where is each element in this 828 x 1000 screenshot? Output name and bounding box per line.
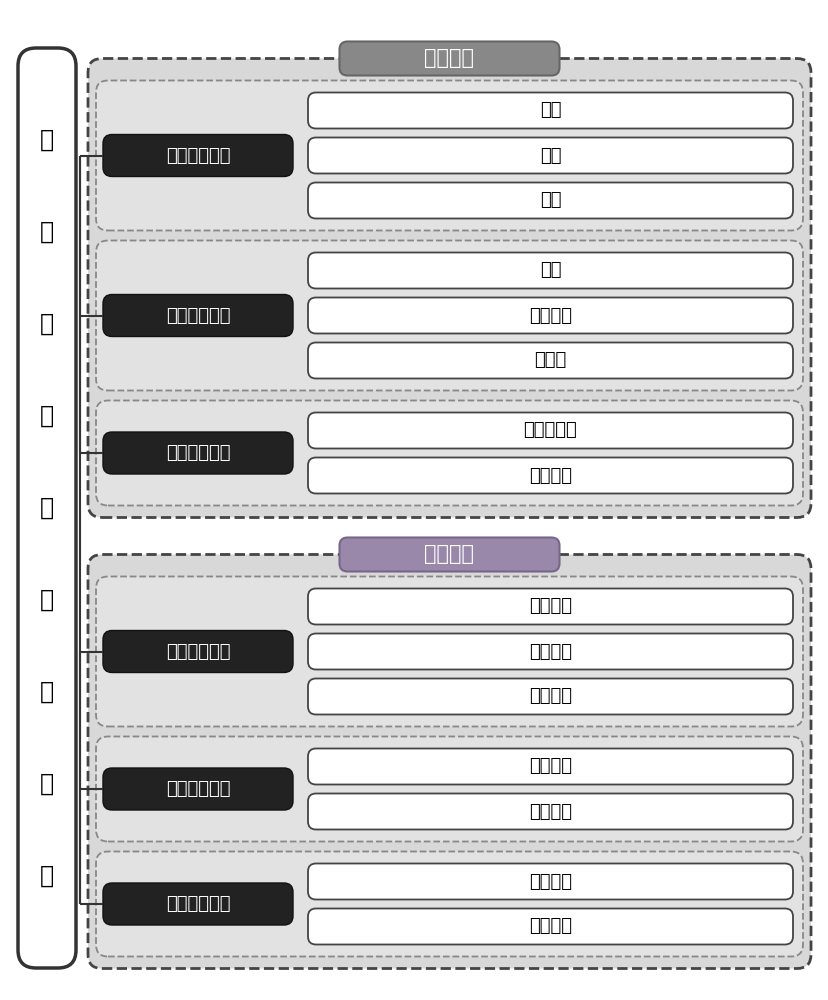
FancyBboxPatch shape <box>103 134 292 176</box>
Text: 规划调控要素: 规划调控要素 <box>166 643 230 660</box>
Text: 分: 分 <box>40 312 54 336</box>
FancyBboxPatch shape <box>96 736 802 842</box>
Text: 新城边界: 新城边界 <box>528 688 571 706</box>
Text: 划: 划 <box>40 588 54 612</box>
FancyBboxPatch shape <box>308 342 792 378</box>
Text: 服务人群要素: 服务人群要素 <box>166 780 230 798</box>
FancyBboxPatch shape <box>103 631 292 672</box>
FancyBboxPatch shape <box>308 863 792 900</box>
Text: 分区边界: 分区边界 <box>528 643 571 660</box>
FancyBboxPatch shape <box>308 634 792 670</box>
Text: 组团边界: 组团边界 <box>528 597 571 615</box>
FancyBboxPatch shape <box>308 458 792 493</box>
FancyBboxPatch shape <box>308 298 792 334</box>
Text: 市: 市 <box>40 220 54 244</box>
Text: 柔性要素: 柔性要素 <box>424 544 474 564</box>
FancyBboxPatch shape <box>339 538 559 572</box>
Text: 山体: 山体 <box>539 102 561 119</box>
Text: 河流: 河流 <box>539 192 561 210</box>
Text: 刚性要素: 刚性要素 <box>424 48 474 68</box>
Text: 潜力识别: 潜力识别 <box>528 918 571 936</box>
FancyBboxPatch shape <box>88 58 810 518</box>
FancyBboxPatch shape <box>308 748 792 784</box>
FancyBboxPatch shape <box>96 81 802 231</box>
FancyBboxPatch shape <box>103 883 292 925</box>
Text: 的: 的 <box>40 496 54 520</box>
Text: 湖泊: 湖泊 <box>539 146 561 164</box>
FancyBboxPatch shape <box>103 432 292 474</box>
Text: 人工边界要素: 人工边界要素 <box>166 306 230 324</box>
Text: 街道边界: 街道边界 <box>528 466 571 485</box>
FancyBboxPatch shape <box>96 576 802 726</box>
Text: 素: 素 <box>40 864 54 888</box>
Text: 要: 要 <box>40 772 54 796</box>
Text: 分: 分 <box>40 680 54 704</box>
Text: 行政边界要素: 行政边界要素 <box>166 444 230 462</box>
FancyBboxPatch shape <box>18 48 76 968</box>
FancyBboxPatch shape <box>308 588 792 624</box>
FancyBboxPatch shape <box>308 678 792 714</box>
Text: 铁路: 铁路 <box>539 261 561 279</box>
Text: 行政区边界: 行政区边界 <box>523 422 576 440</box>
Text: 居住人口: 居住人口 <box>528 758 571 776</box>
Text: 城: 城 <box>40 128 54 152</box>
FancyBboxPatch shape <box>96 400 802 506</box>
FancyBboxPatch shape <box>308 93 792 128</box>
Text: 就业人口: 就业人口 <box>528 802 571 820</box>
FancyBboxPatch shape <box>308 794 792 830</box>
FancyBboxPatch shape <box>88 554 810 968</box>
FancyBboxPatch shape <box>96 240 802 390</box>
FancyBboxPatch shape <box>103 768 292 810</box>
FancyBboxPatch shape <box>308 908 792 944</box>
FancyBboxPatch shape <box>103 294 292 336</box>
Text: 区: 区 <box>40 404 54 428</box>
Text: 既有基础要素: 既有基础要素 <box>166 895 230 913</box>
FancyBboxPatch shape <box>96 852 802 956</box>
FancyBboxPatch shape <box>308 252 792 288</box>
Text: 快速路: 快速路 <box>534 352 566 369</box>
FancyBboxPatch shape <box>339 41 559 76</box>
FancyBboxPatch shape <box>308 412 792 448</box>
FancyBboxPatch shape <box>308 182 792 219</box>
Text: 既有中心: 既有中心 <box>528 872 571 890</box>
Text: 高速公路: 高速公路 <box>528 306 571 324</box>
FancyBboxPatch shape <box>308 137 792 174</box>
Text: 自然边界要素: 自然边界要素 <box>166 146 230 164</box>
